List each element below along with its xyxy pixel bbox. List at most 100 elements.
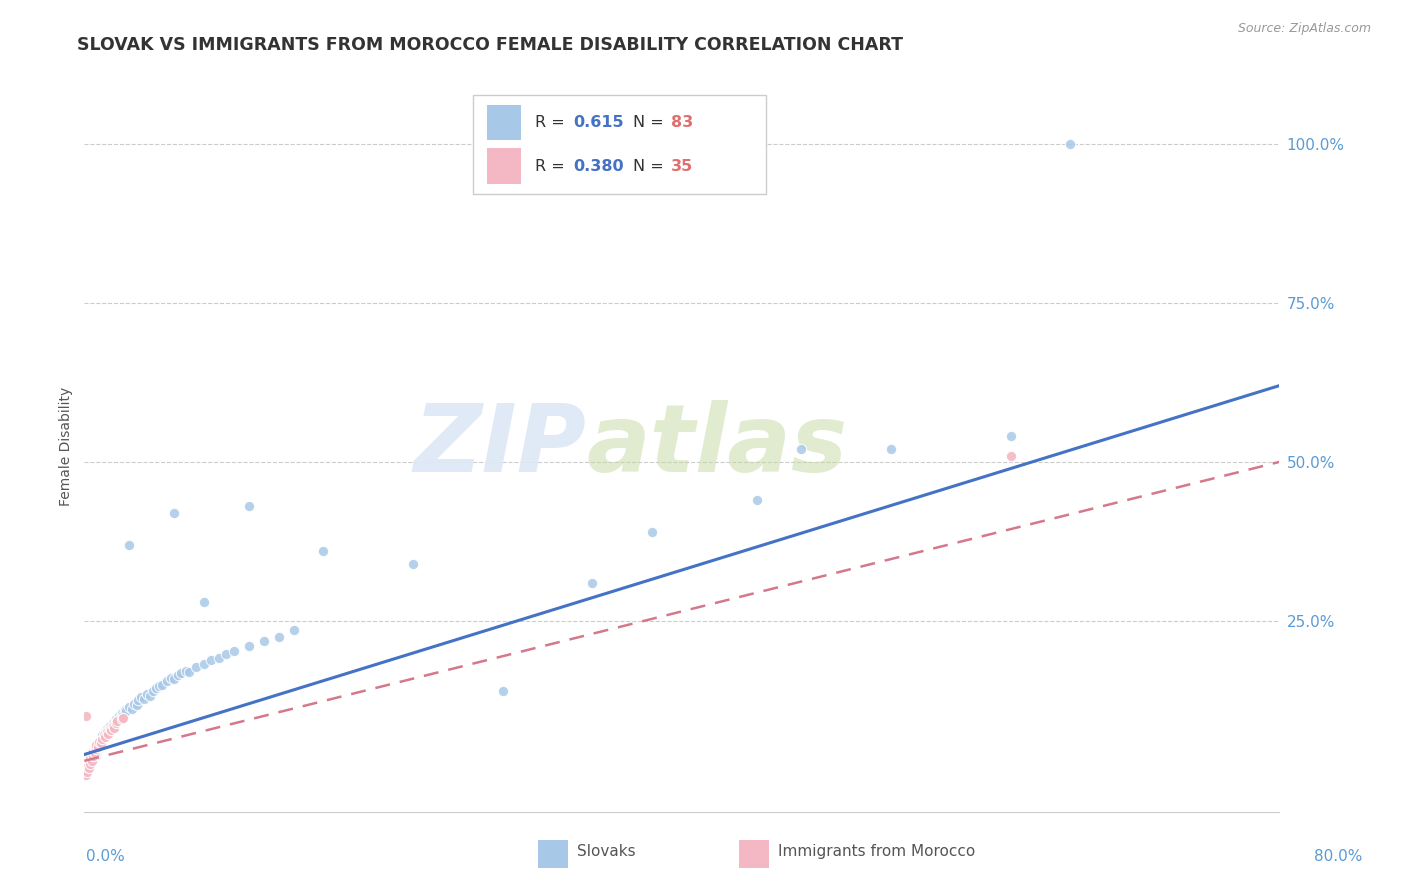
- Point: [155, 674, 177, 689]
- Point: [87, 739, 110, 754]
- Text: 80.0%: 80.0%: [1315, 849, 1362, 863]
- Point: [100, 721, 122, 735]
- Point: [100, 723, 122, 738]
- Point: [790, 442, 813, 457]
- Point: [83, 746, 105, 760]
- Point: [238, 640, 260, 654]
- Text: N =: N =: [633, 115, 669, 130]
- Point: [90, 736, 112, 750]
- Point: [75, 766, 97, 780]
- Text: Source: ZipAtlas.com: Source: ZipAtlas.com: [1237, 22, 1371, 36]
- Point: [89, 735, 111, 749]
- Point: [170, 666, 193, 681]
- Point: [82, 748, 104, 763]
- Point: [114, 703, 136, 717]
- Point: [96, 727, 118, 741]
- Point: [91, 731, 114, 746]
- Point: [83, 748, 105, 763]
- Point: [208, 650, 231, 665]
- Point: [111, 706, 134, 720]
- Point: [174, 664, 197, 678]
- Point: [200, 653, 222, 667]
- Point: [82, 744, 104, 758]
- Point: [93, 728, 115, 742]
- Point: [79, 750, 101, 764]
- Point: [90, 736, 112, 750]
- Point: [105, 714, 128, 729]
- Point: [75, 764, 97, 778]
- Point: [77, 762, 100, 776]
- Point: [87, 742, 110, 756]
- Point: [89, 739, 111, 754]
- Text: atlas: atlas: [586, 400, 848, 492]
- Point: [745, 493, 768, 508]
- Point: [94, 730, 117, 744]
- Point: [79, 759, 101, 773]
- Point: [79, 754, 101, 768]
- Point: [80, 754, 103, 768]
- Point: [1000, 449, 1022, 463]
- Point: [97, 723, 120, 738]
- Point: [86, 742, 108, 756]
- FancyBboxPatch shape: [740, 840, 769, 868]
- Point: [238, 500, 260, 514]
- Point: [91, 728, 114, 742]
- Text: Slovaks: Slovaks: [576, 845, 636, 860]
- FancyBboxPatch shape: [486, 148, 520, 184]
- Point: [150, 677, 173, 691]
- Point: [105, 714, 128, 729]
- Point: [222, 644, 245, 658]
- Point: [96, 722, 118, 736]
- Point: [82, 747, 104, 762]
- Point: [167, 668, 190, 682]
- Point: [139, 689, 162, 703]
- Point: [107, 709, 129, 723]
- Point: [75, 768, 97, 782]
- Point: [87, 738, 110, 752]
- Point: [160, 671, 183, 685]
- Point: [104, 715, 127, 730]
- Point: [125, 698, 148, 712]
- Point: [76, 765, 98, 780]
- Text: 0.380: 0.380: [574, 159, 624, 174]
- Point: [83, 744, 105, 758]
- Text: Immigrants from Morocco: Immigrants from Morocco: [778, 845, 974, 860]
- Point: [127, 693, 149, 707]
- Point: [77, 754, 100, 768]
- Point: [83, 741, 105, 756]
- Point: [121, 701, 143, 715]
- Point: [193, 595, 215, 609]
- Point: [101, 719, 124, 733]
- Point: [283, 624, 305, 638]
- Text: 0.615: 0.615: [574, 115, 624, 130]
- Point: [1059, 136, 1081, 151]
- FancyBboxPatch shape: [538, 840, 568, 868]
- Point: [581, 575, 603, 590]
- Text: R =: R =: [534, 159, 569, 174]
- Point: [118, 538, 141, 552]
- Text: 83: 83: [671, 115, 693, 130]
- Point: [76, 760, 98, 774]
- Point: [98, 719, 121, 733]
- Point: [193, 657, 215, 672]
- Text: 35: 35: [671, 159, 693, 174]
- Point: [86, 746, 108, 760]
- Text: N =: N =: [633, 159, 669, 174]
- Point: [163, 673, 186, 687]
- Point: [76, 760, 98, 774]
- Point: [163, 506, 186, 520]
- Point: [80, 750, 103, 764]
- Point: [80, 755, 103, 769]
- FancyBboxPatch shape: [472, 95, 766, 194]
- Point: [110, 710, 132, 724]
- Point: [111, 713, 134, 727]
- Point: [96, 725, 118, 739]
- Point: [104, 713, 127, 727]
- Point: [115, 704, 138, 718]
- Text: 0.0%: 0.0%: [86, 849, 125, 863]
- Point: [98, 722, 121, 736]
- Point: [112, 710, 135, 724]
- Point: [97, 727, 120, 741]
- Point: [129, 690, 152, 705]
- Point: [492, 684, 515, 698]
